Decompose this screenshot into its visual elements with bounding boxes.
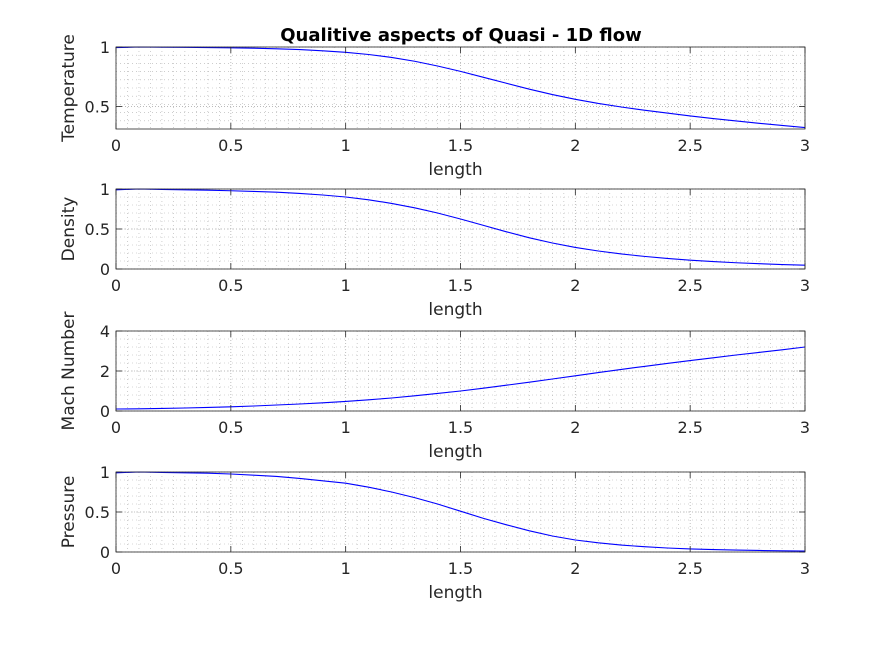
- x-tick-label: 2.5: [677, 276, 702, 295]
- x-tick-label: 2: [570, 276, 580, 295]
- y-tick-label: 4: [100, 322, 110, 341]
- y-axis-label: Pressure: [59, 476, 79, 549]
- subplot-1: 0 0.5 1 1.5 2 2.5 3 0.5 1 length Temperature: [59, 34, 810, 180]
- x-axis-label: length: [428, 300, 482, 320]
- axes-layer: 0 0.5 1 1.5 2 2.5 3 0.5 1 length Temperature 0 0.5 1 1…: [59, 34, 810, 603]
- y-tick-label: 0: [100, 260, 110, 279]
- y-tick-label: 0.5: [85, 503, 110, 522]
- x-tick-label: 3: [800, 559, 810, 578]
- x-tick-label: 1.5: [448, 418, 473, 437]
- x-tick-label: 2: [570, 559, 580, 578]
- grid: [115, 471, 806, 553]
- x-tick-label: 2: [570, 418, 580, 437]
- x-tick-label: 1.5: [448, 136, 473, 155]
- y-axis-label: Density: [59, 197, 79, 262]
- x-tick-label: 1.5: [448, 559, 473, 578]
- x-tick-label: 0: [111, 559, 121, 578]
- x-tick-label: 0.5: [218, 418, 243, 437]
- x-tick-label: 0: [111, 136, 121, 155]
- y-tick-label: 1: [100, 180, 110, 199]
- x-tick-label: 0.5: [218, 276, 243, 295]
- x-tick-label: 2.5: [677, 418, 702, 437]
- figure-title: Qualitive aspects of Quasi - 1D flow: [280, 25, 641, 46]
- x-tick-label: 0: [111, 418, 121, 437]
- subplot-2: 0 0.5 1 1.5 2 2.5 3 0 0.5 1 length Density: [59, 180, 810, 320]
- subplot-3: 0 0.5 1 1.5 2 2.5 3 0 2 4 length Mach Number: [59, 312, 810, 462]
- x-tick-label: 2: [570, 136, 580, 155]
- x-tick-label: 0: [111, 276, 121, 295]
- grid: [115, 46, 806, 129]
- y-axis-label: Mach Number: [59, 312, 79, 431]
- x-axis-label: length: [428, 442, 482, 462]
- y-axis-label: Temperature: [59, 34, 79, 143]
- x-tick-label: 3: [800, 136, 810, 155]
- y-tick-label: 0: [100, 543, 110, 562]
- x-tick-label: 0.5: [218, 136, 243, 155]
- x-tick-label: 3: [800, 276, 810, 295]
- x-tick-label: 3: [800, 418, 810, 437]
- x-tick-label: 2.5: [677, 559, 702, 578]
- x-tick-label: 1: [341, 418, 351, 437]
- x-tick-label: 1: [341, 276, 351, 295]
- y-tick-label: 0: [100, 402, 110, 421]
- x-tick-label: 2.5: [677, 136, 702, 155]
- y-tick-label: 1: [100, 463, 110, 482]
- y-tick-label: 0.5: [85, 97, 110, 116]
- x-tick-label: 0.5: [218, 559, 243, 578]
- x-tick-label: 1: [341, 559, 351, 578]
- x-tick-label: 1: [341, 136, 351, 155]
- subplot-4: 0 0.5 1 1.5 2 2.5 3 0 0.5 1 length Pressure: [59, 463, 810, 603]
- x-axis-label: length: [428, 583, 482, 603]
- x-axis-label: length: [428, 160, 482, 180]
- y-tick-label: 0.5: [85, 220, 110, 239]
- x-tick-label: 1.5: [448, 276, 473, 295]
- y-tick-label: 1: [100, 38, 110, 57]
- y-tick-label: 2: [100, 362, 110, 381]
